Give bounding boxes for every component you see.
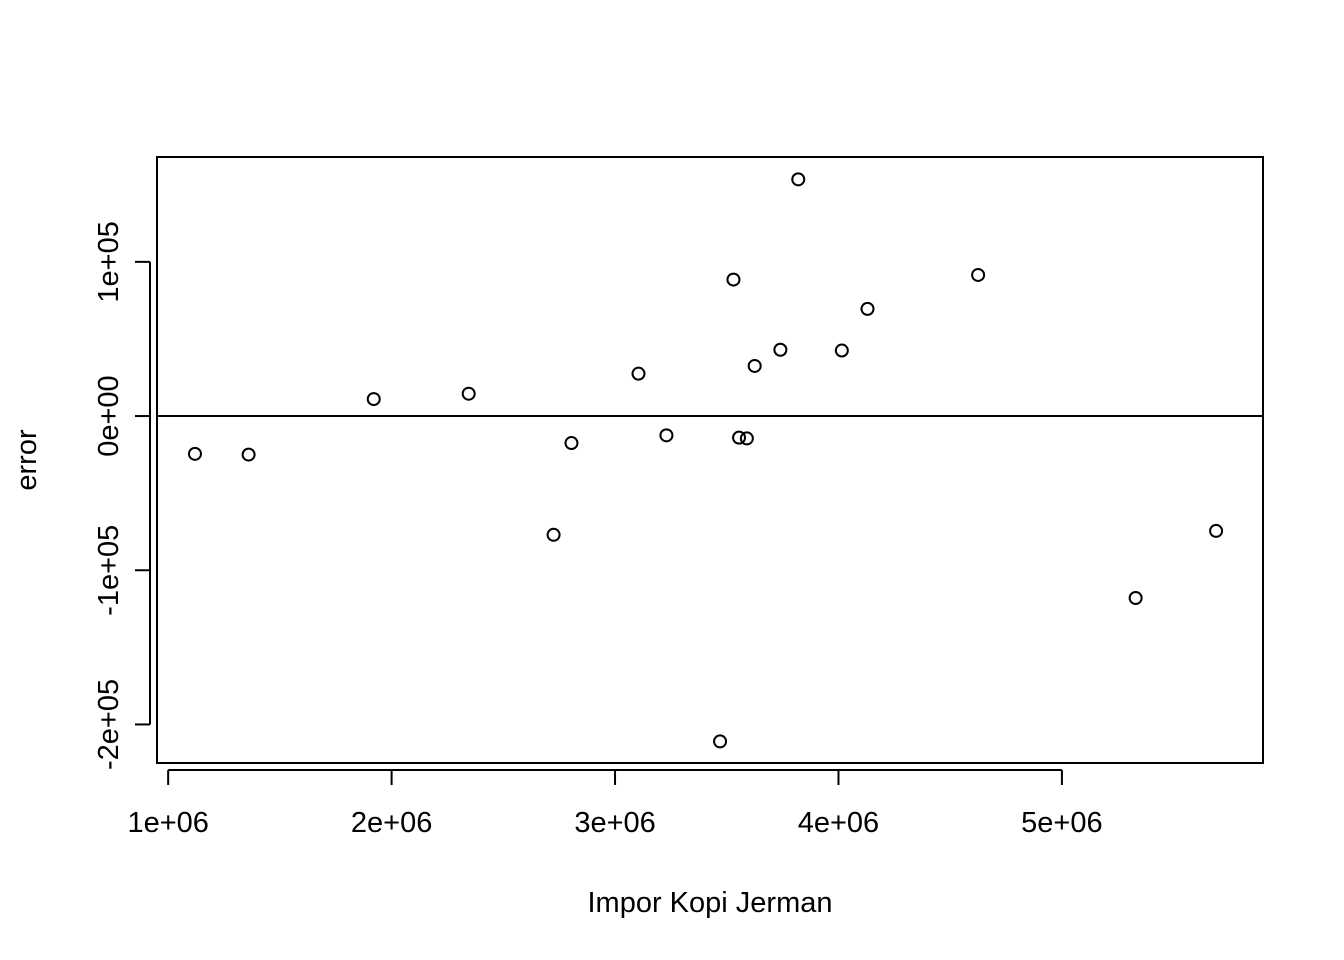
data-point (726, 272, 741, 287)
data-point (241, 447, 256, 462)
x-tick-label: 1e+06 (127, 807, 208, 839)
data-point (971, 267, 986, 282)
y-tick-label: -1e+05 (93, 525, 125, 616)
data-point (187, 446, 202, 461)
data-point (773, 342, 788, 357)
data-points (187, 172, 1224, 749)
x-tick-label: 4e+06 (798, 807, 879, 839)
data-point (713, 734, 728, 749)
y-tick-label: 0e+00 (93, 375, 125, 456)
data-point (546, 527, 561, 542)
data-point (860, 301, 875, 316)
x-tick-label: 5e+06 (1021, 807, 1102, 839)
y-axis: -2e+05 -1e+05 0e+00 1e+05 (93, 221, 151, 770)
data-point (366, 392, 381, 407)
y-tick-label: -2e+05 (93, 679, 125, 770)
data-point (659, 428, 674, 443)
plot-frame (156, 156, 1264, 764)
data-point (631, 366, 646, 381)
data-point (1128, 591, 1143, 606)
y-tick-label: 1e+05 (93, 221, 125, 302)
data-point (1209, 523, 1224, 538)
data-point (747, 358, 762, 373)
y-axis-label: error (11, 429, 43, 491)
data-point (791, 172, 806, 187)
x-tick-label: 3e+06 (574, 807, 655, 839)
data-point (732, 430, 747, 445)
data-point (564, 436, 579, 451)
data-point (461, 386, 476, 401)
x-axis: 1e+06 2e+06 3e+06 4e+06 5e+06 (127, 769, 1103, 839)
data-point (834, 343, 849, 358)
x-axis-label: Impor Kopi Jerman (588, 887, 833, 919)
data-point (739, 431, 754, 446)
x-tick-label: 2e+06 (351, 807, 432, 839)
